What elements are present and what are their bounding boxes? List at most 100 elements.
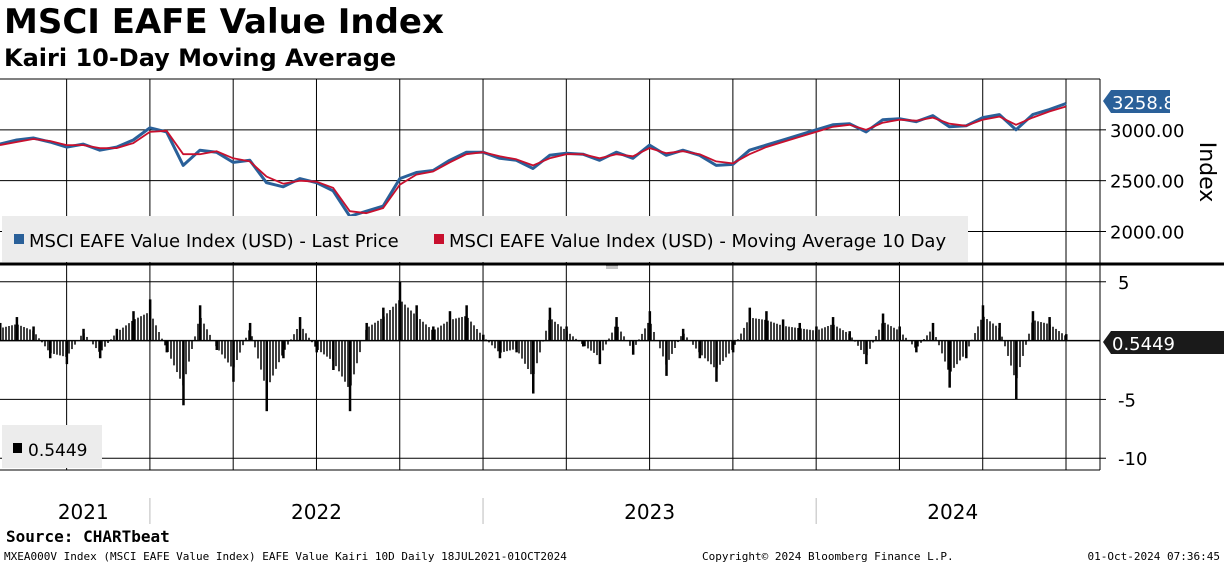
kairi-bar-fill: [686, 337, 688, 341]
kairi-bar-fill: [485, 339, 487, 341]
price-axis-title: Index: [1194, 142, 1219, 203]
kairi-bar-fill: [170, 340, 172, 359]
kairi-bar-fill: [707, 340, 709, 362]
kairi-bar-fill: [1061, 333, 1063, 341]
kairi-bar-fill: [347, 340, 349, 387]
kairi-bar-fill: [230, 340, 232, 367]
kairi-bar-fill: [107, 340, 109, 343]
kairi-bar-fill: [746, 322, 748, 341]
kairi-bar-fill: [644, 328, 646, 341]
kairi-bar-fill: [71, 340, 73, 350]
kairi-bar-fill: [695, 340, 697, 349]
kairi-bar-fill: [764, 319, 766, 341]
kairi-bar-fill: [779, 324, 781, 341]
kairi-bar-fill: [110, 339, 112, 341]
kairi-bar-fill: [758, 318, 760, 341]
price-tick-label: 3000.00: [1110, 121, 1184, 142]
kairi-bar-fill: [317, 340, 319, 350]
kairi-bar-fill: [728, 340, 730, 354]
kairi-bar-fill: [257, 340, 259, 359]
kairi-bar-fill: [161, 338, 163, 341]
kairi-bar-fill: [812, 330, 814, 341]
kairi-bar-fill: [791, 327, 793, 341]
kairi-bar-fill: [590, 340, 592, 351]
kairi-bar-fill: [479, 332, 481, 341]
kairi-bar-fill: [773, 322, 775, 341]
kairi-bar-fill: [581, 340, 583, 344]
kairi-bar: [15, 317, 19, 341]
kairi-bar-fill: [971, 339, 973, 341]
kairi-bar-fill: [824, 327, 826, 341]
kairi-bar-fill: [8, 326, 10, 341]
kairi-bar: [498, 340, 502, 359]
kairi-bar-fill: [248, 330, 250, 341]
kairi-bar-fill: [497, 340, 499, 352]
kairi-bar-fill: [407, 307, 409, 341]
kairi-bar: [315, 340, 318, 353]
price-axis-ticks: 3000.00 2500.00 2000.00: [1100, 121, 1184, 244]
kairi-bar-fill: [845, 331, 847, 341]
footer-copyright: Copyright© 2024 Bloomberg Finance L.P.: [702, 550, 954, 563]
kairi-bar-fill: [923, 339, 925, 341]
kairi-bar: [948, 340, 951, 388]
kairi-bar-fill: [989, 321, 991, 341]
moving-average-line: [0, 105, 1067, 215]
kairi-bar-fill: [563, 328, 565, 341]
kairi-bar-fill: [413, 313, 415, 341]
kairi-bar-fill: [491, 340, 493, 346]
kairi-bar-fill: [671, 340, 673, 354]
kairi-bar-fill: [842, 330, 844, 341]
kairi-bar-fill: [1046, 323, 1048, 341]
kairi-bar-fill: [476, 329, 478, 341]
kairi-bar-fill: [782, 325, 784, 341]
kairi-bar-fill: [167, 340, 169, 353]
kairi-bar-fill: [155, 325, 157, 341]
kairi-bar-fill: [506, 340, 508, 352]
kairi-bar-fill: [722, 340, 724, 362]
kairi-bar-fill: [854, 340, 856, 342]
kairi-bar-fill: [926, 335, 928, 341]
kairi-bar: [348, 340, 352, 412]
x-year-label: 2021: [58, 500, 109, 524]
kairi-bar-fill: [383, 316, 385, 341]
kairi-bar-fill: [254, 340, 256, 348]
kairi-bar: [981, 305, 985, 341]
kairi-bar: [681, 328, 685, 341]
kairi-bar-fill: [290, 339, 292, 341]
kairi-bar-fill: [755, 318, 757, 341]
kairi-bar-fill: [227, 340, 229, 363]
kairi-bar-fill: [1001, 336, 1003, 341]
kairi-bar-fill: [188, 340, 190, 362]
kairi-bar-fill: [302, 328, 304, 341]
kairi-bar-fill: [995, 325, 997, 341]
kairi-bar-fill: [584, 340, 586, 347]
kairi-bar-fill: [233, 340, 235, 368]
kairi-bar-fill: [635, 340, 637, 345]
kairi-bar-fill: [1013, 340, 1015, 376]
kairi-bar-fill: [539, 340, 541, 353]
price-last-value-tag: 3258.83: [1103, 90, 1186, 114]
kairi-bar: [65, 340, 69, 365]
kairi-bar-fill: [194, 336, 196, 341]
kairi-bar-fill: [203, 323, 205, 341]
kairi-bar-fill: [941, 340, 943, 354]
kairi-bar-fill: [701, 340, 703, 356]
kairi-bar-fill: [893, 327, 895, 341]
kairi-bar-fill: [872, 340, 874, 343]
kairi-bar-fill: [932, 328, 934, 341]
kairi-bar-fill: [422, 321, 424, 341]
kairi-bar-fill: [815, 330, 817, 341]
kairi-bar-fill: [863, 340, 865, 355]
kairi-bar-fill: [455, 318, 457, 341]
kairi-bar-fill: [677, 340, 679, 343]
kairi-bar-fill: [542, 340, 544, 342]
kairi-bar-fill: [245, 337, 247, 341]
kairi-bar-fill: [332, 340, 334, 362]
kairi-bar-fill: [125, 325, 127, 341]
kairi-bar-fill: [434, 329, 436, 341]
kairi-bar-fill: [1064, 335, 1066, 341]
kairi-bar-fill: [197, 323, 199, 341]
kairi-bar-fill: [299, 324, 301, 341]
kairi-bar-fill: [35, 334, 37, 341]
